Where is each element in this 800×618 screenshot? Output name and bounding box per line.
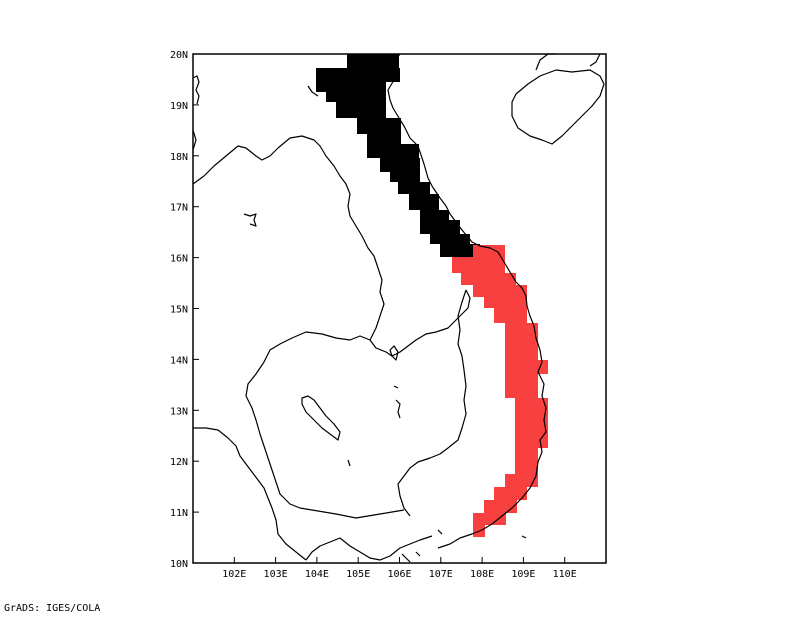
- black-grid-region: [316, 54, 486, 257]
- axis-ticks: 102E 103E 104E 105E 106E 107E 108E 109E 110E 10N 1…: [170, 50, 577, 580]
- y-tick-label: 15N: [170, 305, 188, 316]
- x-tick-label: 105E: [346, 569, 370, 580]
- x-tick-label: 107E: [429, 569, 453, 580]
- y-tick-label: 13N: [170, 406, 188, 417]
- x-tick-label: 104E: [305, 569, 329, 580]
- x-tick-label: 106E: [387, 569, 411, 580]
- x-tick-label: 110E: [553, 569, 577, 580]
- y-tick-label: 10N: [170, 559, 188, 570]
- credit-label: GrADS: IGES/COLA: [4, 603, 101, 614]
- x-tick-label: 102E: [222, 569, 246, 580]
- y-tick-label: 20N: [170, 50, 188, 61]
- y-tick-label: 14N: [170, 355, 188, 366]
- y-tick-label: 19N: [170, 101, 188, 112]
- y-tick-label: 18N: [170, 152, 188, 163]
- x-tick-label: 108E: [470, 569, 494, 580]
- red-grid-region: [452, 245, 548, 537]
- y-tick-label: 17N: [170, 203, 188, 214]
- y-tick-label: 12N: [170, 457, 188, 468]
- x-tick-label: 109E: [511, 569, 535, 580]
- x-tick-label: 103E: [264, 569, 288, 580]
- y-tick-label: 16N: [170, 254, 188, 265]
- coastlines-and-borders: [192, 53, 605, 563]
- y-tick-label: 11N: [170, 508, 188, 519]
